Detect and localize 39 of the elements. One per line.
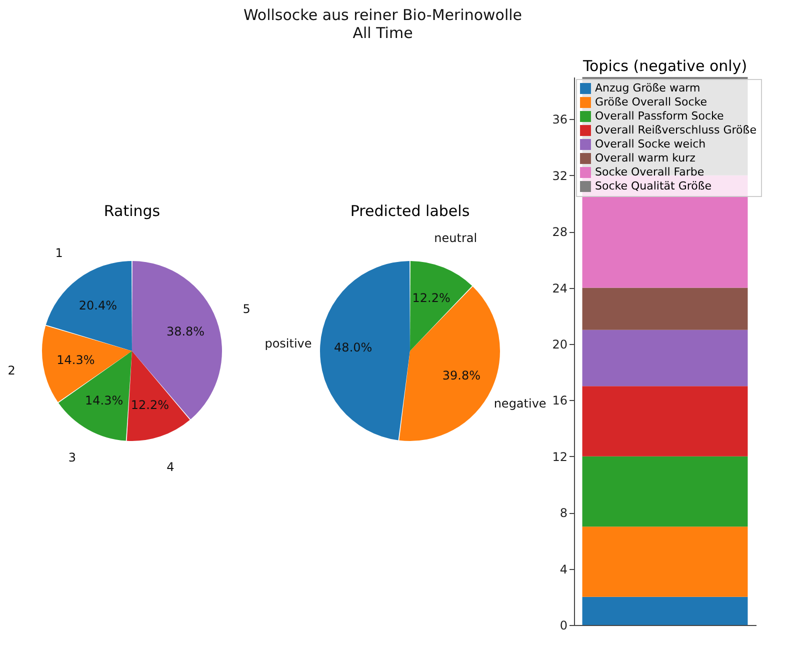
data-label: 12.2%: [130, 398, 170, 412]
y-tick-label: 0: [560, 618, 568, 632]
chart-title: Predicted labels: [350, 202, 470, 220]
text: All Time: [352, 24, 413, 42]
legend-label: Overall Reißverschluss Größe: [595, 124, 757, 136]
data-label: 38.8%: [166, 324, 205, 338]
y-tick-label: 20: [552, 337, 568, 352]
slice-label: 5: [242, 302, 250, 316]
data-label: 20.4%: [78, 298, 117, 312]
legend-label: Anzug Größe warm: [595, 82, 700, 94]
data-label: 39.8%: [442, 368, 480, 383]
slice-label: 3: [68, 450, 76, 464]
data-label: 12.2%: [412, 291, 450, 306]
legend-label: Overall Passform Socke: [595, 110, 724, 122]
legend-label: Socke Qualität Größe: [595, 180, 712, 192]
slice-label: 1: [55, 246, 63, 260]
slice-label: positive: [264, 336, 312, 350]
chart-title: Ratings: [104, 202, 160, 220]
y-tick-label: 32: [552, 168, 568, 183]
y-tick-label: 8: [560, 506, 568, 520]
data-label: 14.3%: [56, 353, 95, 368]
y-tick-label: 28: [552, 225, 568, 240]
slice-label: neutral: [434, 230, 478, 245]
data-label: 48.0%: [334, 340, 372, 354]
slice-label: negative: [494, 396, 546, 411]
slice-label: 4: [166, 460, 174, 474]
data-label: 14.3%: [85, 394, 124, 408]
legend-label: Socke Overall Farbe: [595, 166, 704, 178]
y-tick-label: 4: [560, 562, 568, 576]
y-tick-label: 16: [552, 394, 568, 408]
y-tick-label: 36: [552, 112, 568, 127]
slice-label: 2: [8, 363, 16, 378]
legend-label: Overall Socke weich: [595, 138, 706, 150]
legend-label: Größe Overall Socke: [595, 96, 708, 108]
y-tick-label: 24: [552, 281, 568, 296]
chart-title: Topics (negative only): [582, 57, 748, 75]
legend-label: Overall warm kurz: [595, 152, 696, 164]
text: Wollsocke aus reiner Bio-Merinowolle: [243, 6, 522, 24]
y-tick-label: 12: [552, 450, 568, 464]
